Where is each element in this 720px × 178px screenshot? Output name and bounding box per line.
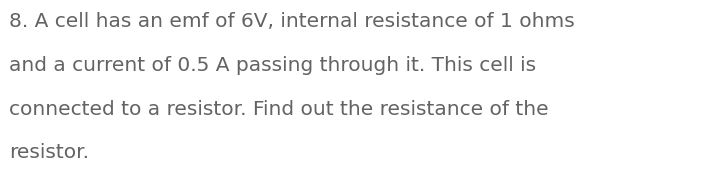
Text: and a current of 0.5 A passing through it. This cell is: and a current of 0.5 A passing through i… — [9, 56, 536, 75]
Text: resistor.: resistor. — [9, 143, 89, 162]
Text: 8. A cell has an emf of 6V, internal resistance of 1 ohms: 8. A cell has an emf of 6V, internal res… — [9, 12, 575, 32]
Text: connected to a resistor. Find out the resistance of the: connected to a resistor. Find out the re… — [9, 100, 549, 119]
